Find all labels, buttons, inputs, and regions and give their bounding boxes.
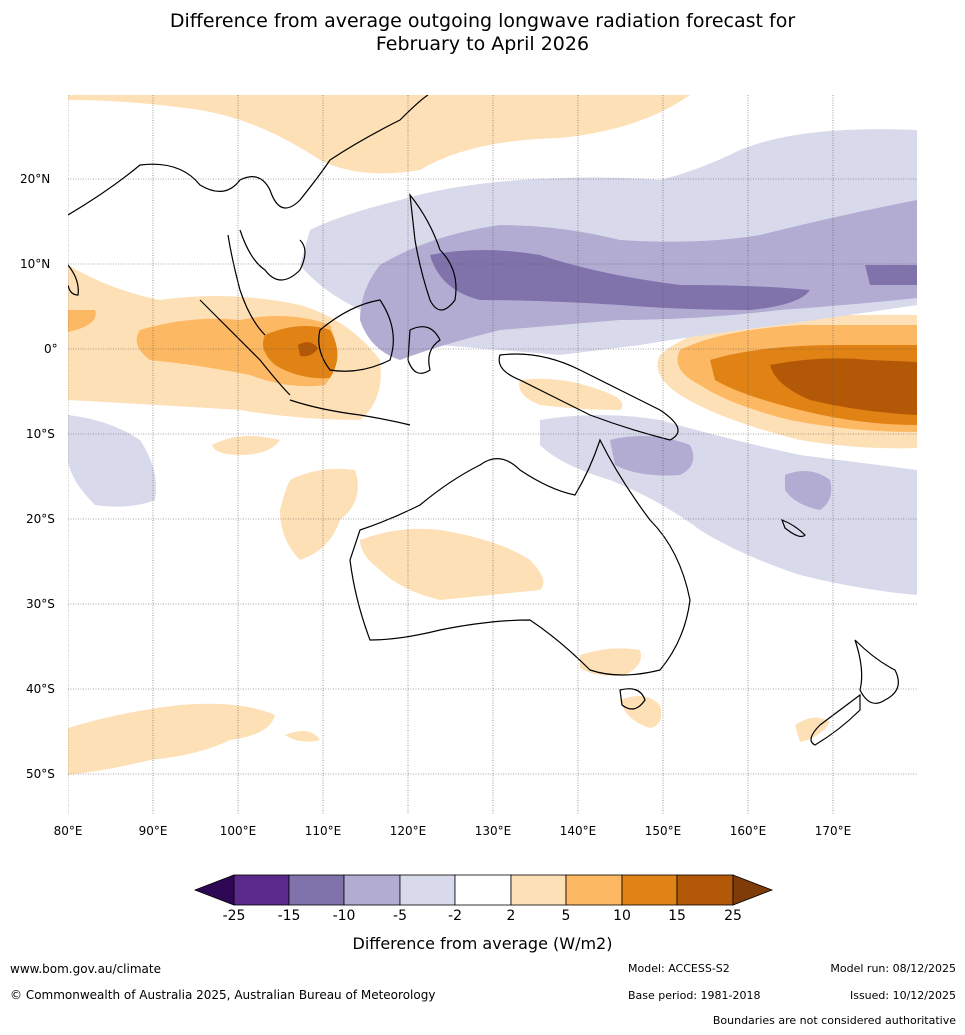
coastline-asia: [68, 95, 429, 216]
anomaly-region-east-negative-strong: [865, 265, 917, 285]
colorbar-swatch: [233, 874, 290, 906]
colorbar-swatch: [193, 874, 235, 906]
colorbar-tick-label: -25: [222, 908, 246, 924]
coastline-sulawesi: [407, 326, 441, 374]
lon-label: 100°E: [219, 824, 257, 838]
colorbar-tick-label: -10: [332, 908, 356, 924]
lon-label: 130°E: [474, 824, 512, 838]
lon-label: 140°E: [559, 824, 597, 838]
footer-url: www.bom.gov.au/climate: [10, 962, 161, 976]
colorbar-swatch: [454, 874, 512, 906]
lat-label: 0°: [44, 342, 58, 356]
footer-copyright: © Commonwealth of Australia 2025, Austra…: [10, 988, 436, 1002]
lon-label: 120°E: [389, 824, 427, 838]
anomaly-region-southern-ocean-positive: [68, 703, 275, 775]
coastline-australia: [349, 438, 691, 676]
lon-label: 170°E: [814, 824, 852, 838]
lat-label: 30°S: [26, 597, 55, 611]
footer-disclaimer: Boundaries are not considered authoritat…: [712, 1014, 956, 1027]
colorbar-swatch: [565, 874, 623, 906]
anomaly-region-west-ocean-positive: [280, 468, 358, 560]
anomaly-region-victoria-positive: [580, 648, 641, 676]
anomaly-region-small-indian-positive: [212, 436, 280, 455]
colorbar-swatch: [676, 874, 734, 906]
lat-label: 20°N: [20, 172, 51, 186]
colorbar-tick-label: -5: [393, 908, 407, 924]
footer-model-run: Model run: 08/12/2025: [830, 962, 956, 975]
coastline-malay-peninsula: [227, 234, 266, 336]
colorbar-tick-label: 25: [724, 908, 742, 924]
lat-label: 10°S: [26, 427, 55, 441]
footer-issued: Issued: 10/12/2025: [849, 989, 956, 1002]
coastline-borneo: [318, 299, 394, 372]
footer-model: Model: ACCESS-S2: [628, 962, 730, 975]
colorbar-tick-label: 10: [613, 908, 631, 924]
lat-label: 10°N: [20, 257, 51, 271]
lon-label: 110°E: [304, 824, 342, 838]
colorbar-swatch: [399, 874, 456, 906]
coastline-sri-lanka: [68, 264, 79, 296]
anomaly-region-indian-ocean-positive-mid: [68, 310, 96, 332]
anomaly-field: [68, 95, 917, 815]
anomaly-region-vanuatu-negative-mid: [785, 471, 832, 510]
colorbar: [193, 874, 774, 906]
anomaly-region-south-patch-positive: [285, 731, 320, 742]
lon-label: 80°E: [53, 824, 83, 838]
lon-label: 160°E: [729, 824, 767, 838]
lat-label: 40°S: [26, 682, 55, 696]
colorbar-swatch: [288, 874, 345, 906]
coastline-java: [289, 399, 411, 426]
anomaly-region-java-positive: [519, 378, 623, 410]
colorbar-tick-label: 5: [561, 908, 571, 924]
colorbar-swatch: [621, 874, 678, 906]
graticule: [68, 95, 917, 815]
footer-base-period: Base period: 1981-2018: [628, 989, 761, 1002]
colorbar-swatch: [732, 874, 774, 906]
lat-label: 20°S: [26, 512, 55, 526]
colorbar-swatch: [510, 874, 567, 906]
anomaly-region-pacific-positive-max: [770, 358, 917, 415]
colorbar-swatch: [343, 874, 401, 906]
anomaly-region-tasmania-positive: [620, 696, 662, 728]
colorbar-tick-label: 15: [668, 908, 686, 924]
coastline-new-guinea: [498, 353, 679, 441]
anomaly-region-australia-positive: [360, 528, 544, 600]
anomaly-region-philippines-negative-strong: [430, 250, 810, 310]
coastline-philippines: [409, 193, 457, 311]
colorbar-tick-label: 2: [506, 908, 516, 924]
coastline-new-caledonia: [780, 518, 806, 538]
anomaly-region-indian-negative: [68, 415, 156, 507]
chart-title: Difference from average outgoing longwav…: [0, 10, 965, 56]
coastline-new-zealand-south: [810, 693, 861, 746]
lon-label: 90°E: [138, 824, 168, 838]
colorbar-tick-label: -2: [448, 908, 462, 924]
coastline-indochina: [239, 229, 306, 281]
colorbar-title: Difference from average (W/m2): [352, 934, 613, 953]
anomaly-region-nw-positive: [68, 95, 690, 174]
coastline-new-zealand-north: [854, 639, 899, 704]
colorbar-tick-label: -15: [277, 908, 301, 924]
lat-label: 50°S: [26, 767, 55, 781]
title-line-2: February to April 2026: [375, 33, 590, 55]
coastline-sumatra: [199, 299, 291, 396]
lon-label: 150°E: [644, 824, 682, 838]
anomaly-region-png-negative-mid: [610, 436, 694, 476]
title-line-1: Difference from average outgoing longwav…: [169, 10, 796, 32]
